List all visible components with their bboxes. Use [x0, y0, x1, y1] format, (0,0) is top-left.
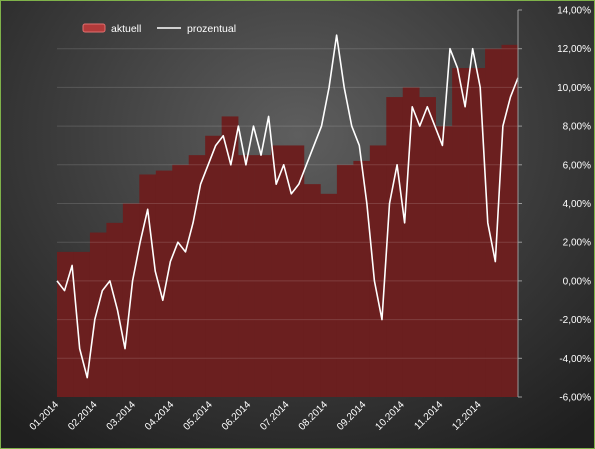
x-tick-label: 06.2014 [220, 399, 254, 433]
bar-aktuell [435, 126, 453, 397]
line-prozentual [56, 34, 519, 379]
y-tick-label: 10,00% [557, 83, 591, 94]
bar-aktuell [89, 232, 107, 397]
bars-layer [57, 44, 519, 398]
bar-aktuell [139, 174, 157, 397]
x-tick-label: 02.2014 [66, 399, 100, 433]
x-tick-label: 04.2014 [143, 399, 177, 433]
bar-aktuell [172, 164, 190, 397]
bar-aktuell [221, 116, 239, 398]
y-tick-label: 4,00% [563, 199, 591, 210]
y-tick-label: 12,00% [557, 44, 591, 55]
bar-aktuell [353, 160, 371, 397]
x-tick-label: 09.2014 [335, 399, 369, 433]
bar-aktuell [271, 145, 288, 397]
bar-aktuell [386, 97, 404, 397]
bar-aktuell [485, 48, 502, 397]
legend-swatch-aktuell [82, 23, 106, 33]
bar-aktuell [155, 170, 173, 397]
x-tick-label: 05.2014 [181, 399, 215, 433]
legend-label-aktuell: aktuell [111, 23, 141, 35]
bar-aktuell [320, 193, 338, 397]
y-tick-label: 6,00% [563, 160, 591, 171]
x-tick-label: 11.2014 [412, 399, 445, 432]
bar-aktuell [73, 251, 91, 398]
legend: aktuell prozentual [82, 23, 236, 35]
bar-aktuell [57, 251, 74, 398]
bar-aktuell [402, 87, 420, 398]
bar-aktuell [419, 97, 436, 397]
x-tick-label: 08.2014 [297, 399, 331, 433]
line-layer [56, 34, 519, 379]
bar-aktuell [254, 155, 272, 398]
bar-aktuell [369, 145, 387, 397]
y-tick-label: -2,00% [559, 315, 591, 326]
x-tick-label: 01.2014 [28, 399, 62, 433]
x-tick-label: 10.2014 [374, 399, 408, 433]
bar-aktuell [303, 184, 321, 397]
gridlines [57, 48, 518, 359]
y-tick-label: 8,00% [563, 122, 591, 133]
bar-aktuell [106, 222, 124, 397]
y-tick-label: 14,00% [557, 6, 591, 17]
bar-aktuell [205, 135, 222, 397]
legend-label-prozentual: prozentual [187, 23, 236, 35]
bar-aktuell [122, 203, 140, 397]
bar-aktuell [238, 155, 255, 398]
y-tick-label: -4,00% [559, 354, 591, 365]
y-tick-label: 0,00% [563, 276, 591, 287]
bar-aktuell [468, 68, 486, 398]
x-tick-label: 03.2014 [105, 399, 139, 433]
bar-aktuell [452, 68, 469, 398]
bar-aktuell [336, 164, 354, 397]
right-axis: -6,00% -4,00% -2,00% 0,00% 2,00% 4,00% 6,00% 8,… [517, 6, 591, 404]
y-tick-label: -6,00% [559, 393, 591, 404]
x-tick-label: 12.2014 [450, 399, 484, 433]
bar-aktuell [501, 44, 519, 397]
x-axis-labels: 01.2014 02.2014 03.2014 04.2014 05.2014 06.20… [28, 399, 484, 433]
bar-aktuell [287, 145, 305, 397]
x-tick-label: 07.2014 [258, 399, 292, 433]
bar-aktuell [188, 155, 206, 398]
y-tick-label: 2,00% [563, 238, 591, 249]
